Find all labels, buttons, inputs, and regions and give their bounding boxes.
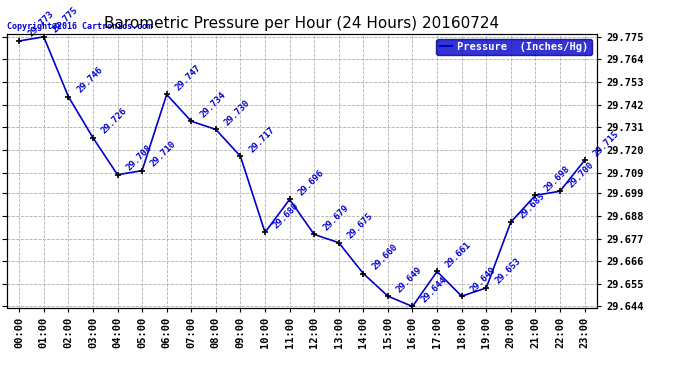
Text: 29.675: 29.675 [346,211,375,240]
Title: Barometric Pressure per Hour (24 Hours) 20160724: Barometric Pressure per Hour (24 Hours) … [104,16,500,31]
Text: 29.685: 29.685 [518,191,547,220]
Text: 29.710: 29.710 [149,139,178,168]
Text: 29.717: 29.717 [248,125,277,154]
Text: 29.679: 29.679 [321,203,351,232]
Text: 29.680: 29.680 [272,201,301,230]
Text: 29.696: 29.696 [297,168,326,197]
Text: 29.653: 29.653 [493,256,522,286]
Text: 29.746: 29.746 [75,65,104,94]
Text: 29.661: 29.661 [444,240,473,269]
Text: 29.649: 29.649 [395,265,424,294]
Text: 29.660: 29.660 [371,242,400,272]
Text: 29.747: 29.747 [174,63,203,92]
Text: 29.644: 29.644 [420,275,448,304]
Text: 29.773: 29.773 [26,10,55,39]
Text: 29.698: 29.698 [542,164,571,193]
Text: 29.715: 29.715 [591,129,621,158]
Legend: Pressure  (Inches/Hg): Pressure (Inches/Hg) [437,39,591,55]
Text: 29.775: 29.775 [51,6,80,34]
Text: 29.734: 29.734 [198,90,228,119]
Text: Copyright©2016 Cartronics.com: Copyright©2016 Cartronics.com [7,22,152,31]
Text: 29.730: 29.730 [223,98,252,127]
Text: 29.700: 29.700 [567,160,596,189]
Text: 29.708: 29.708 [124,143,154,172]
Text: 29.649: 29.649 [469,265,497,294]
Text: 29.726: 29.726 [100,106,129,135]
